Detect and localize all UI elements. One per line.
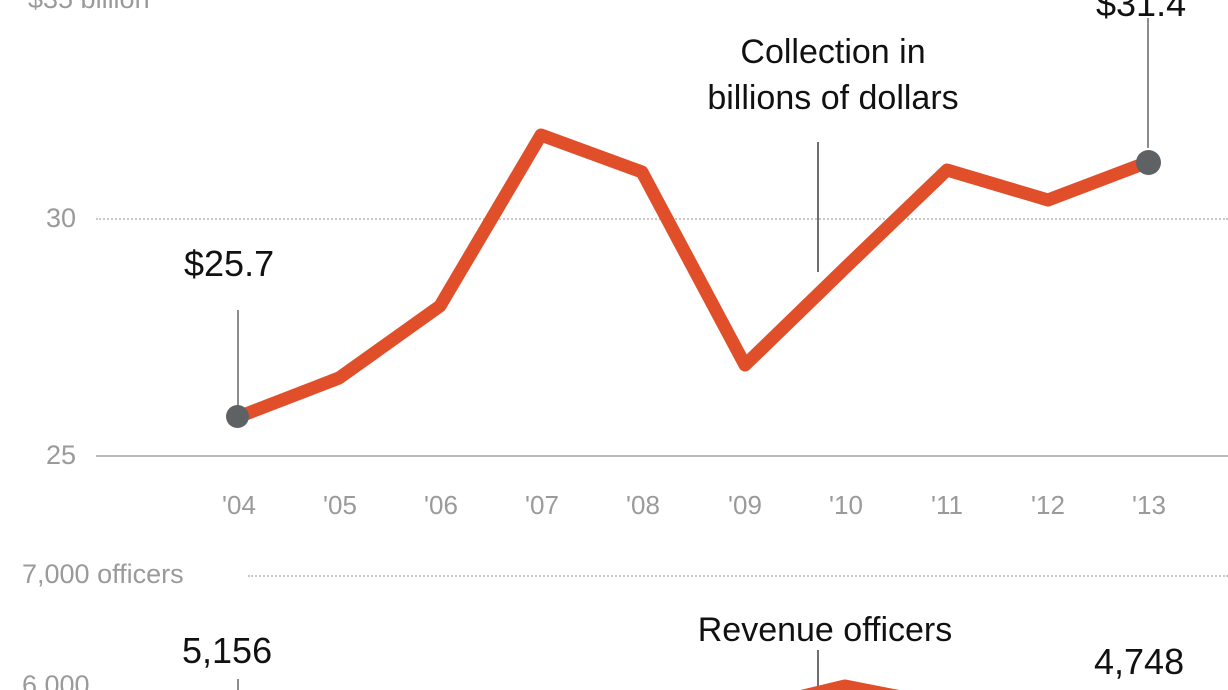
top-chart-xtick-10: '10: [829, 490, 863, 520]
top-chart-xtick-08: '08: [626, 490, 660, 520]
top-chart-xtick-05: '05: [323, 490, 357, 520]
top-chart-xtick-06: '06: [424, 490, 458, 520]
top-chart-end-leader-line: [1147, 18, 1149, 148]
top-chart-xtick-09: '09: [728, 490, 762, 520]
top-chart-start-marker-dot: [226, 405, 249, 428]
top-chart-xtick-12: '12: [1031, 490, 1065, 520]
bottom-chart-start-leader-line: [237, 679, 239, 690]
top-chart-ytick-30: 30: [46, 203, 77, 233]
bottom-chart-y-axis-top-label: 7,000 officers: [22, 559, 184, 589]
top-chart-xtick-07: '07: [525, 490, 559, 520]
top-chart-annotation-title-line2: billions of dollars: [707, 78, 959, 117]
bottom-chart-gridline-7000: [248, 575, 1228, 577]
top-chart-end-value-label: $31.4: [1096, 0, 1187, 24]
top-chart-annotation-title-line1: Collection in: [740, 33, 926, 71]
top-chart-annotation-title: Collection in billions of dollars: [668, 30, 998, 122]
top-chart-series-line: [231, 128, 1155, 424]
top-chart-xtick-13: '13: [1132, 490, 1166, 520]
top-chart-start-value-label: $25.7: [184, 243, 275, 284]
bottom-chart-end-value-label: 4,748: [1094, 641, 1185, 682]
top-chart-start-leader-line: [237, 310, 239, 415]
top-chart-end-marker-dot: [1136, 150, 1161, 175]
top-chart-xtick-04: '04: [222, 490, 256, 520]
bottom-chart-annotation-title: Revenue officers: [697, 611, 953, 649]
top-chart-annotation-leader-line: [817, 142, 819, 272]
bottom-chart-ytick-6000: 6,000: [22, 670, 90, 690]
bottom-chart-start-value-label: 5,156: [182, 630, 273, 671]
top-chart-ytick-25: 25: [46, 440, 77, 470]
top-chart-xtick-11: '11: [931, 490, 963, 520]
bottom-chart-annotation-leader-line: [817, 650, 819, 690]
top-chart-baseline-25: [96, 455, 1228, 457]
top-chart-y-axis-top-label: $35 billion: [28, 0, 150, 13]
